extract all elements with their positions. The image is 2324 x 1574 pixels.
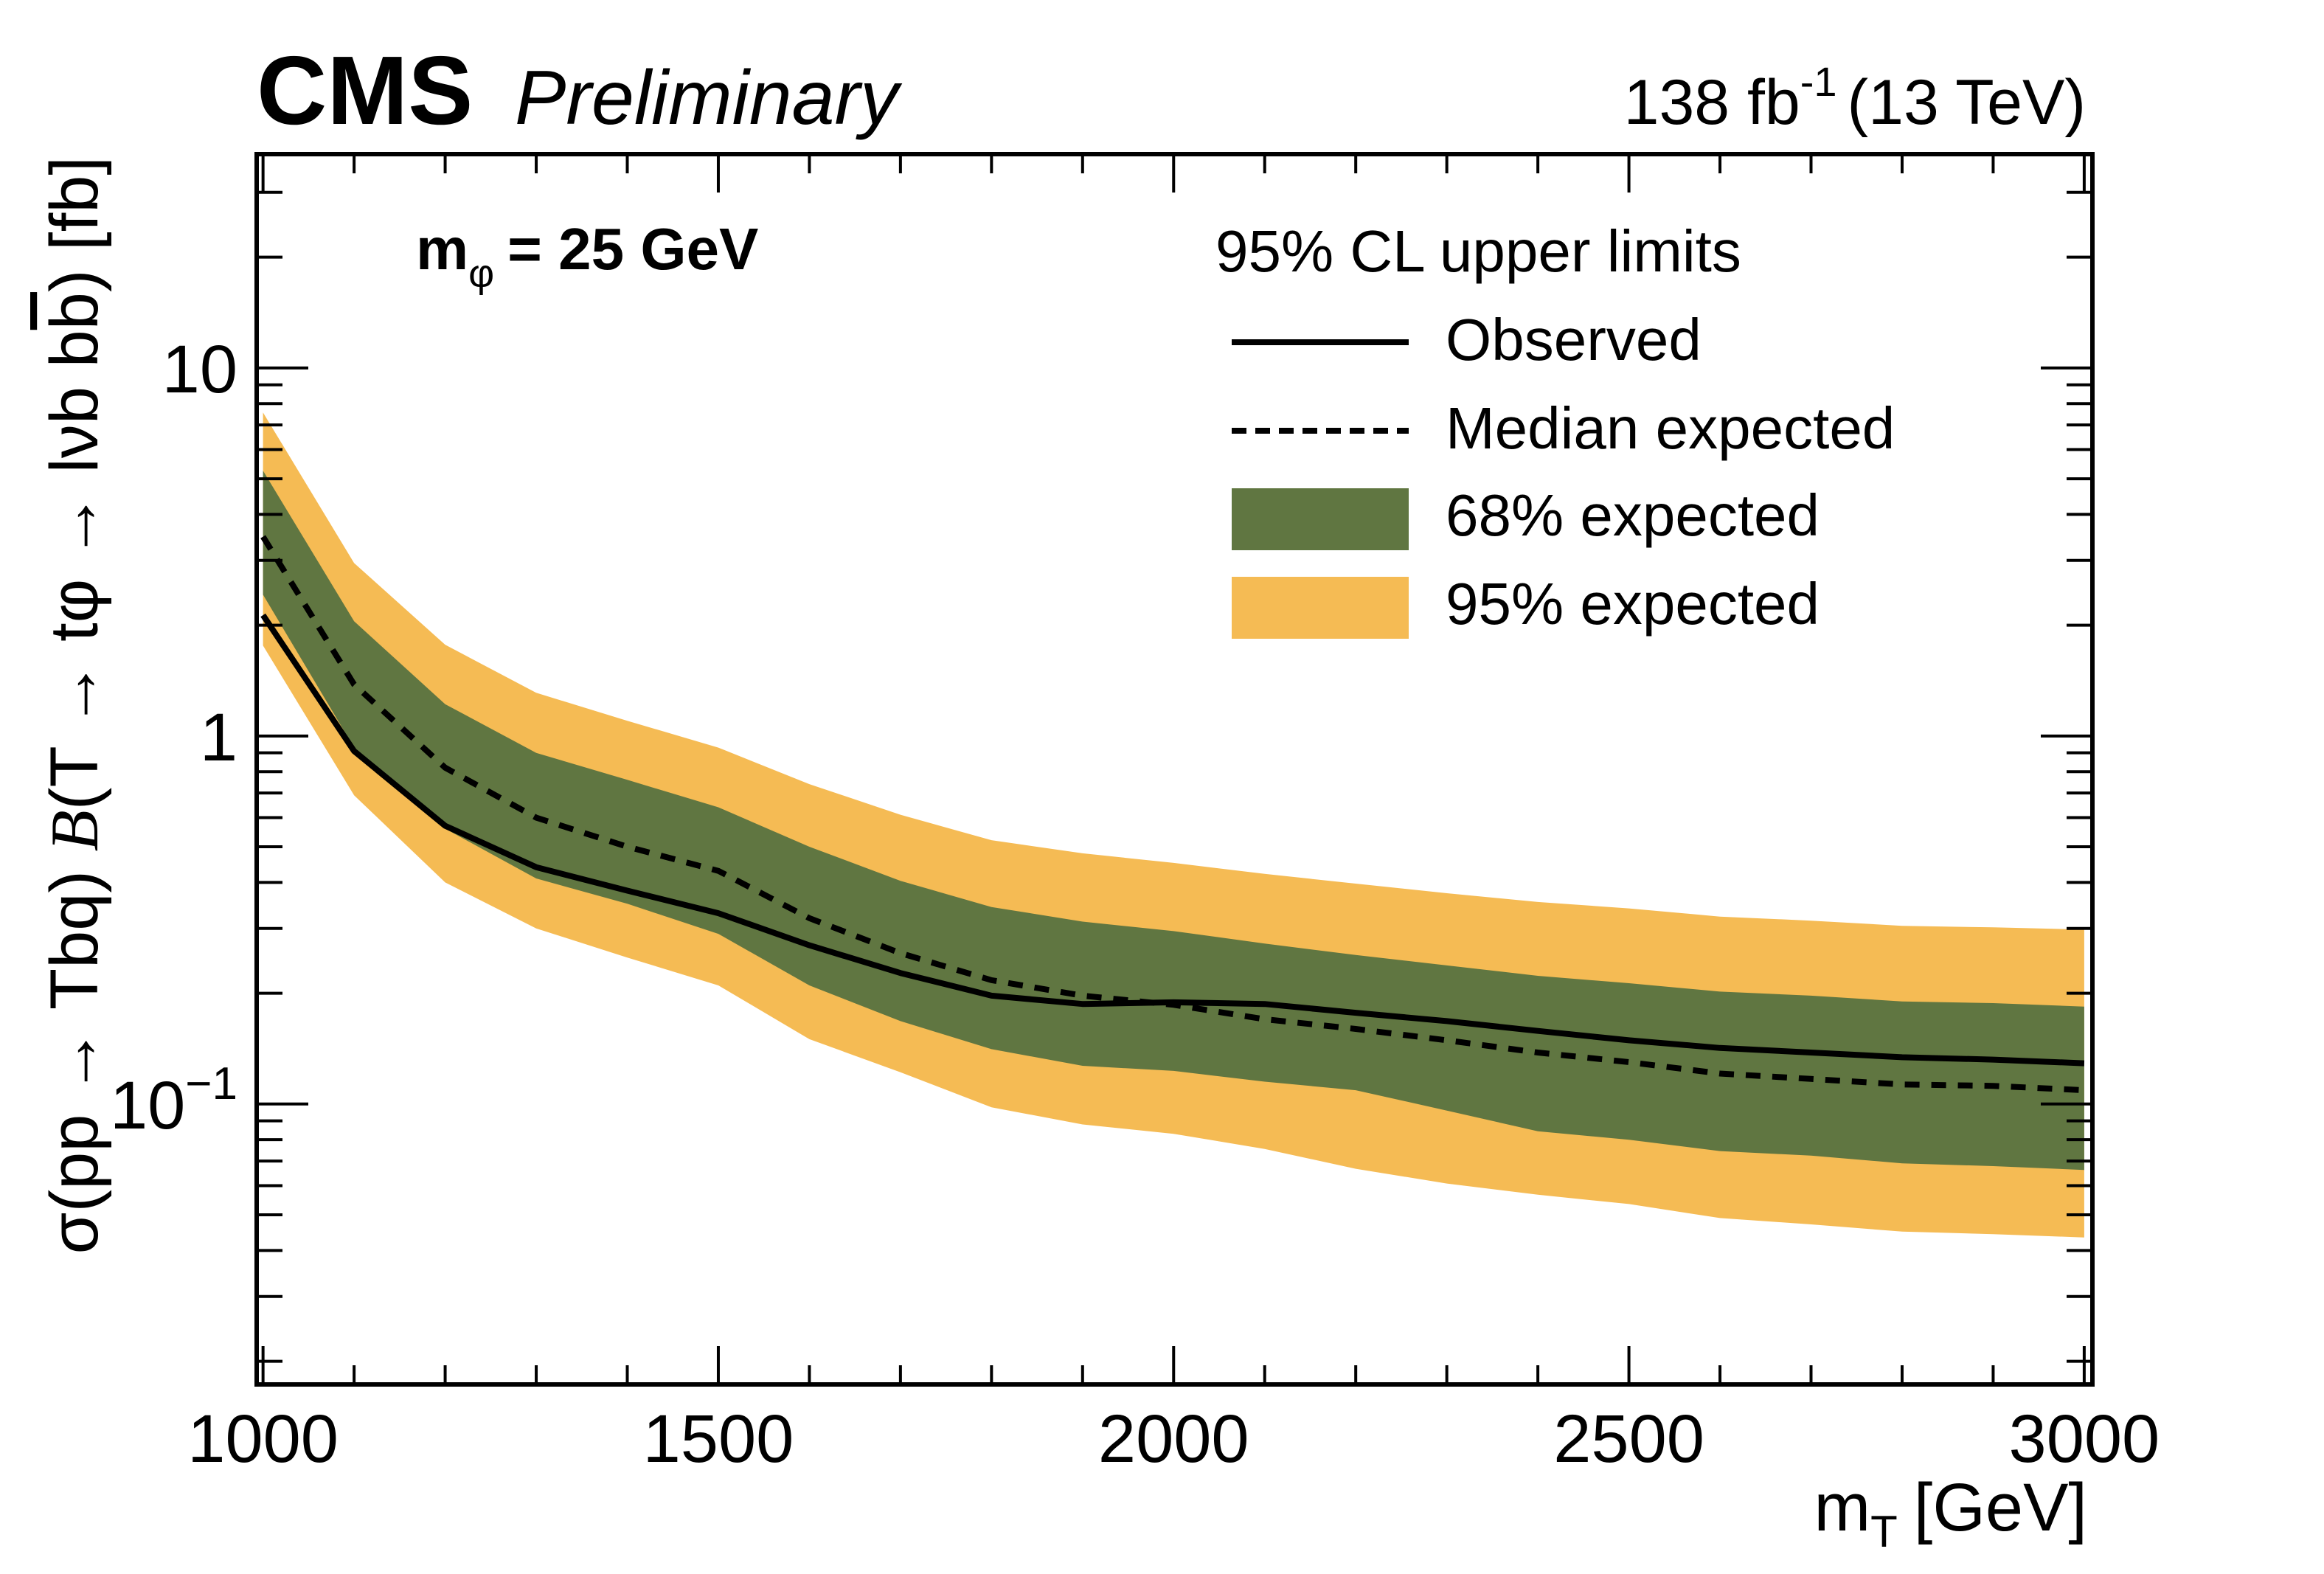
lumi-value: 138 fb — [1624, 67, 1800, 138]
x-title-sub: T — [1870, 1507, 1898, 1556]
y-axis-title: σ(pp → Tbq) B(T → tφ → lνb bb) [fb] — [37, 156, 112, 1254]
y-title-d: b — [37, 292, 112, 330]
x-tick-label: 2500 — [1553, 1401, 1704, 1477]
axis-ticks — [257, 154, 2092, 1384]
luminosity-label: 138 fb-1 (13 TeV) — [1624, 58, 2086, 138]
x-tick-label: 3000 — [2009, 1401, 2160, 1477]
legend-title: 95% CL upper limits — [1215, 218, 1741, 284]
limit-lines — [260, 535, 2085, 1094]
legend-68-label: 68% expected — [1446, 482, 1820, 548]
legend-observed-label: Observed — [1446, 307, 1702, 372]
legend-95-swatch — [1232, 577, 1409, 639]
legend: 95% CL upper limits Observed Median expe… — [1215, 218, 1895, 639]
y-title-a: σ(pp → Tbq) — [37, 851, 112, 1254]
status-label: Preliminary — [515, 55, 903, 141]
y-tick-base: 1 — [200, 700, 237, 775]
y-tick-base: 10 — [162, 332, 237, 407]
legend-expected-label: Median expected — [1446, 395, 1895, 461]
legend-95-label: 95% expected — [1446, 571, 1820, 637]
mass-annotation: mφ = 25 GeV — [416, 216, 758, 296]
y-tick-label: 10 — [162, 332, 237, 407]
mass-subscript: φ — [468, 252, 494, 296]
mass-value: = 25 GeV — [507, 216, 758, 282]
y-tick-base: 10 — [110, 1068, 185, 1143]
energy-label: (13 TeV) — [1848, 67, 2086, 138]
x-title-main: m — [1814, 1470, 1870, 1545]
x-tick-label: 2000 — [1098, 1401, 1249, 1477]
y-title-c: (T → tφ → lνb b — [37, 330, 112, 810]
y-tick-label: 10−1 — [110, 1058, 237, 1143]
y-title-b: B — [37, 810, 112, 851]
x-axis-title: mT [GeV] — [1814, 1470, 2087, 1556]
y-tick-exponent: −1 — [185, 1058, 237, 1109]
observed-limit-line — [260, 613, 2085, 1067]
x-tick-label: 1000 — [187, 1401, 339, 1477]
x-tick-label: 1500 — [643, 1401, 794, 1477]
lumi-exponent: -1 — [1800, 58, 1837, 105]
bands — [263, 412, 2084, 1238]
legend-68-swatch — [1232, 488, 1409, 550]
band-68-expected — [263, 471, 2084, 1171]
y-tick-label: 1 — [200, 700, 237, 775]
y-title-e: ) [fb] — [37, 156, 112, 292]
x-title-unit: [GeV] — [1914, 1470, 2087, 1545]
mass-prefix: m — [416, 216, 468, 282]
experiment-label: CMS — [257, 36, 473, 145]
